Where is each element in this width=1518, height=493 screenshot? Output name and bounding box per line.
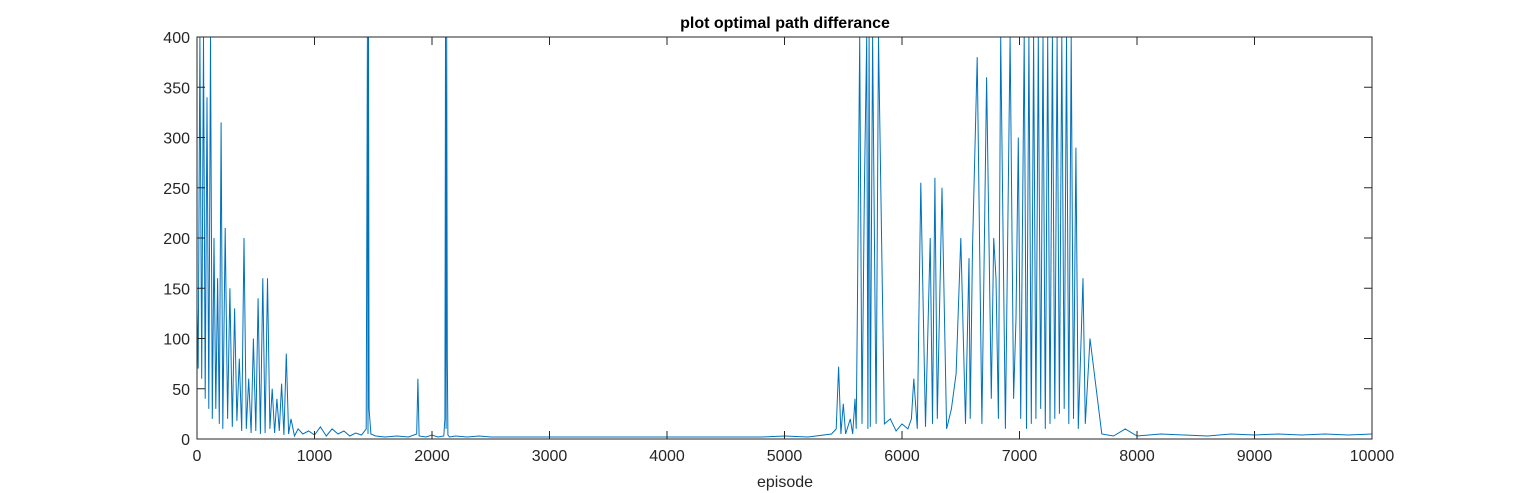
x-tick-label: 5000: [767, 448, 803, 465]
y-tick-label: 0: [181, 432, 190, 449]
x-tick-label: 4000: [649, 448, 685, 465]
y-tick-label: 100: [163, 332, 190, 349]
x-tick-label: 3000: [532, 448, 568, 465]
x-tick-label: 0: [193, 448, 202, 465]
x-tick-label: 2000: [414, 448, 450, 465]
chart-title: plot optimal path differance: [680, 15, 890, 32]
y-tick-label: 400: [163, 30, 190, 47]
x-tick-label: 6000: [884, 448, 920, 465]
x-tick-label: 10000: [1350, 448, 1395, 465]
x-axis-label: episode: [757, 474, 813, 491]
y-tick-label: 300: [163, 131, 190, 148]
y-tick-label: 150: [163, 281, 190, 298]
y-tick-label: 200: [163, 231, 190, 248]
x-tick-label: 7000: [1002, 448, 1038, 465]
x-tick-label: 1000: [297, 448, 333, 465]
x-tick-label: 8000: [1119, 448, 1155, 465]
axis-ticks: 0 1000 2000 3000 4000 5000 6000 7000 8000 9000 100…: [163, 30, 1394, 465]
y-tick-label: 50: [172, 382, 190, 399]
plot-area: [197, 37, 1372, 439]
y-tick-label: 250: [163, 181, 190, 198]
x-tick-label: 9000: [1237, 448, 1273, 465]
y-tick-label: 350: [163, 80, 190, 97]
